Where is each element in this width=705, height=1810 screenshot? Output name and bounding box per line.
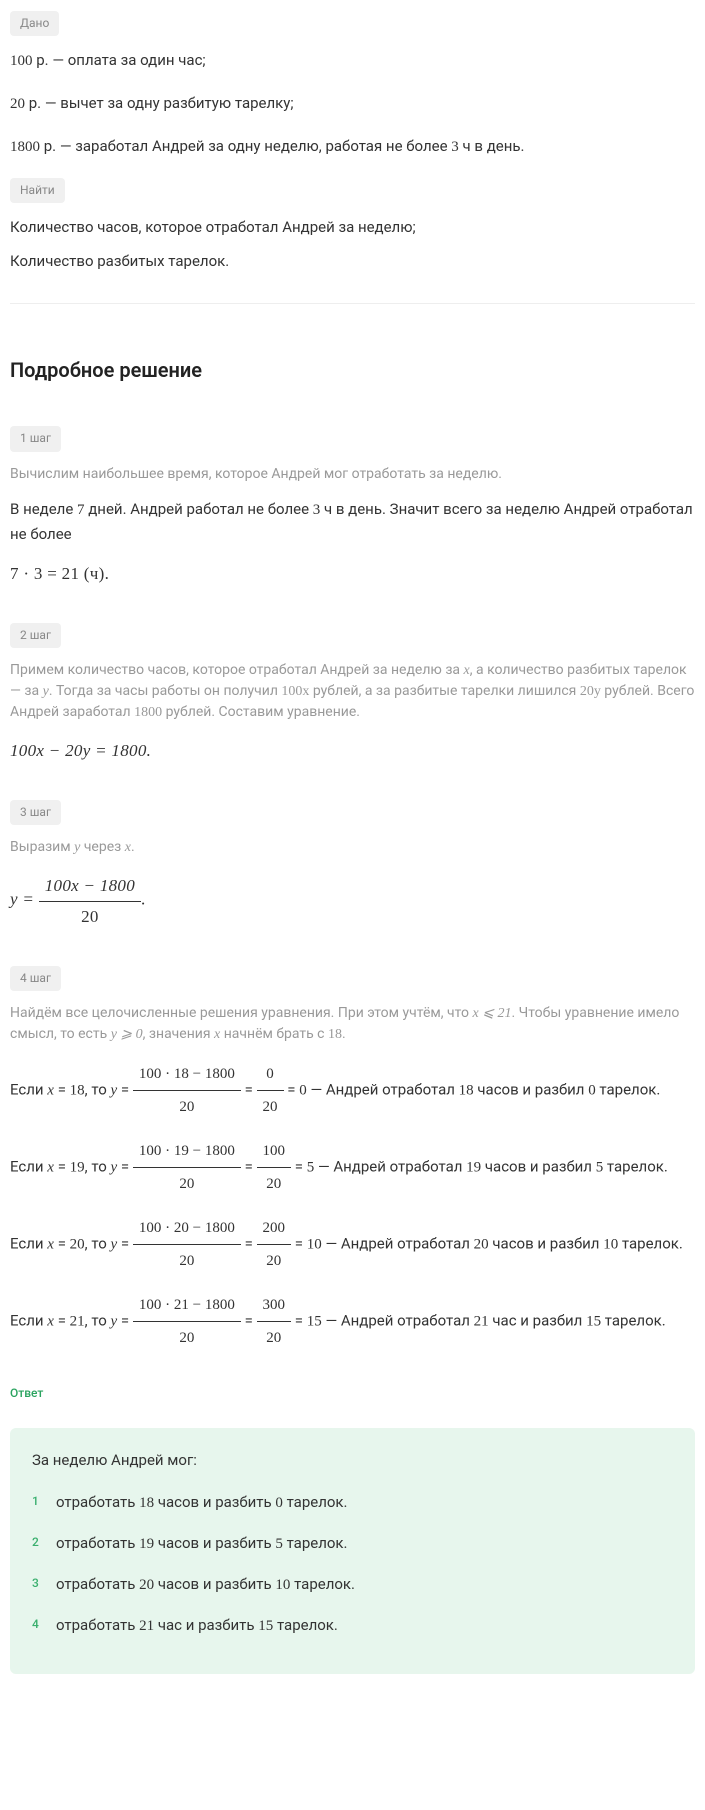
tail: . bbox=[141, 890, 146, 909]
numerator: 100x − 1800 bbox=[39, 872, 141, 901]
t: . bbox=[131, 839, 135, 855]
t: Примем количество часов, которое отработ… bbox=[10, 662, 464, 678]
answer-title: За неделю Андрей мог: bbox=[32, 1448, 673, 1472]
step4-intro: Найдём все целочисленные решения уравнен… bbox=[10, 1003, 695, 1045]
answer-badge: Ответ bbox=[10, 1381, 43, 1406]
case-line: Если x = 20, то y = 100 · 20 − 180020 = … bbox=[10, 1213, 695, 1276]
num: 3 bbox=[451, 139, 459, 155]
step2-badge: 2 шаг bbox=[10, 623, 61, 648]
t: В неделе bbox=[10, 500, 77, 518]
given-line-2: 20 р. — вычет за одну разбитую тарелку; bbox=[10, 91, 695, 116]
find-badge: Найти bbox=[10, 178, 65, 203]
n: 1800 bbox=[134, 705, 162, 720]
step1-intro: Вычислим наибольшее время, которое Андре… bbox=[10, 464, 695, 485]
n: 18 bbox=[328, 1027, 342, 1042]
answer-box: За неделю Андрей мог: отработать 18 часо… bbox=[10, 1428, 695, 1674]
num: 1800 bbox=[10, 139, 40, 155]
t: дней. Андрей работал не более bbox=[85, 500, 313, 518]
expr: 100x bbox=[281, 684, 309, 699]
t: Найдём все целочисленные решения уравнен… bbox=[10, 1005, 473, 1021]
text: р. — вычет за одну разбитую тарелку; bbox=[25, 94, 294, 112]
num: 100 bbox=[10, 53, 33, 69]
lhs: y = bbox=[10, 890, 39, 909]
t: рублей. Составим уравнение. bbox=[162, 704, 360, 720]
step2-eq: 100x − 20y = 1800. bbox=[10, 737, 695, 764]
step1-eq: 7 · 3 = 21 (ч). bbox=[10, 560, 695, 587]
fraction: 100x − 1800 20 bbox=[39, 872, 141, 929]
answer-item: отработать 21 час и разбить 15 тарелок. bbox=[32, 1613, 673, 1638]
n: 7 bbox=[77, 502, 85, 518]
divider bbox=[10, 303, 695, 304]
t: Выразим bbox=[10, 839, 74, 855]
find-line-2: Количество разбитых тарелок. bbox=[10, 249, 695, 273]
step3-badge: 3 шаг bbox=[10, 800, 61, 825]
num: 20 bbox=[10, 96, 25, 112]
step1-badge: 1 шаг bbox=[10, 426, 61, 451]
eq-text: 100x − 20y = 1800. bbox=[10, 741, 151, 760]
t: рублей, а за разбитые тарелки лишился bbox=[309, 683, 579, 699]
ineq: x ⩽ 21 bbox=[473, 1006, 512, 1021]
answer-item: отработать 18 часов и разбить 0 тарелок. bbox=[32, 1490, 673, 1515]
t: . Тогда за часы работы он получил bbox=[49, 683, 282, 699]
solution-title: Подробное решение bbox=[10, 354, 695, 386]
step4-badge: 4 шаг bbox=[10, 966, 61, 991]
denominator: 20 bbox=[39, 902, 141, 930]
text: р. — заработал Андрей за одну неделю, ра… bbox=[40, 137, 451, 155]
step1-body: В неделе 7 дней. Андрей работал не более… bbox=[10, 497, 695, 546]
step3-intro: Выразим y через x. bbox=[10, 837, 695, 858]
step3-eq: y = 100x − 1800 20 . bbox=[10, 872, 695, 929]
text: ч в день. bbox=[459, 137, 525, 155]
t: . bbox=[342, 1026, 346, 1042]
answer-list: отработать 18 часов и разбить 0 тарелок.… bbox=[32, 1490, 673, 1638]
find-line-1: Количество часов, которое отработал Андр… bbox=[10, 215, 695, 239]
given-line-3: 1800 р. — заработал Андрей за одну недел… bbox=[10, 134, 695, 159]
t: через bbox=[80, 839, 124, 855]
case-line: Если x = 19, то y = 100 · 19 − 180020 = … bbox=[10, 1136, 695, 1199]
answer-item: отработать 20 часов и разбить 10 тарелок… bbox=[32, 1572, 673, 1597]
t: , значения bbox=[143, 1026, 214, 1042]
given-line-1: 100 р. — оплата за один час; bbox=[10, 48, 695, 73]
expr: 20y bbox=[580, 684, 601, 699]
t: начнём брать с bbox=[220, 1026, 328, 1042]
ineq: y ⩾ 0 bbox=[111, 1027, 143, 1042]
answer-item: отработать 19 часов и разбить 5 тарелок. bbox=[32, 1531, 673, 1556]
step2-intro: Примем количество часов, которое отработ… bbox=[10, 660, 695, 723]
text: р. — оплата за один час; bbox=[33, 51, 206, 69]
case-line: Если x = 18, то y = 100 · 18 − 180020 = … bbox=[10, 1059, 695, 1122]
case-line: Если x = 21, то y = 100 · 21 − 180020 = … bbox=[10, 1290, 695, 1353]
given-badge: Дано bbox=[10, 11, 59, 36]
